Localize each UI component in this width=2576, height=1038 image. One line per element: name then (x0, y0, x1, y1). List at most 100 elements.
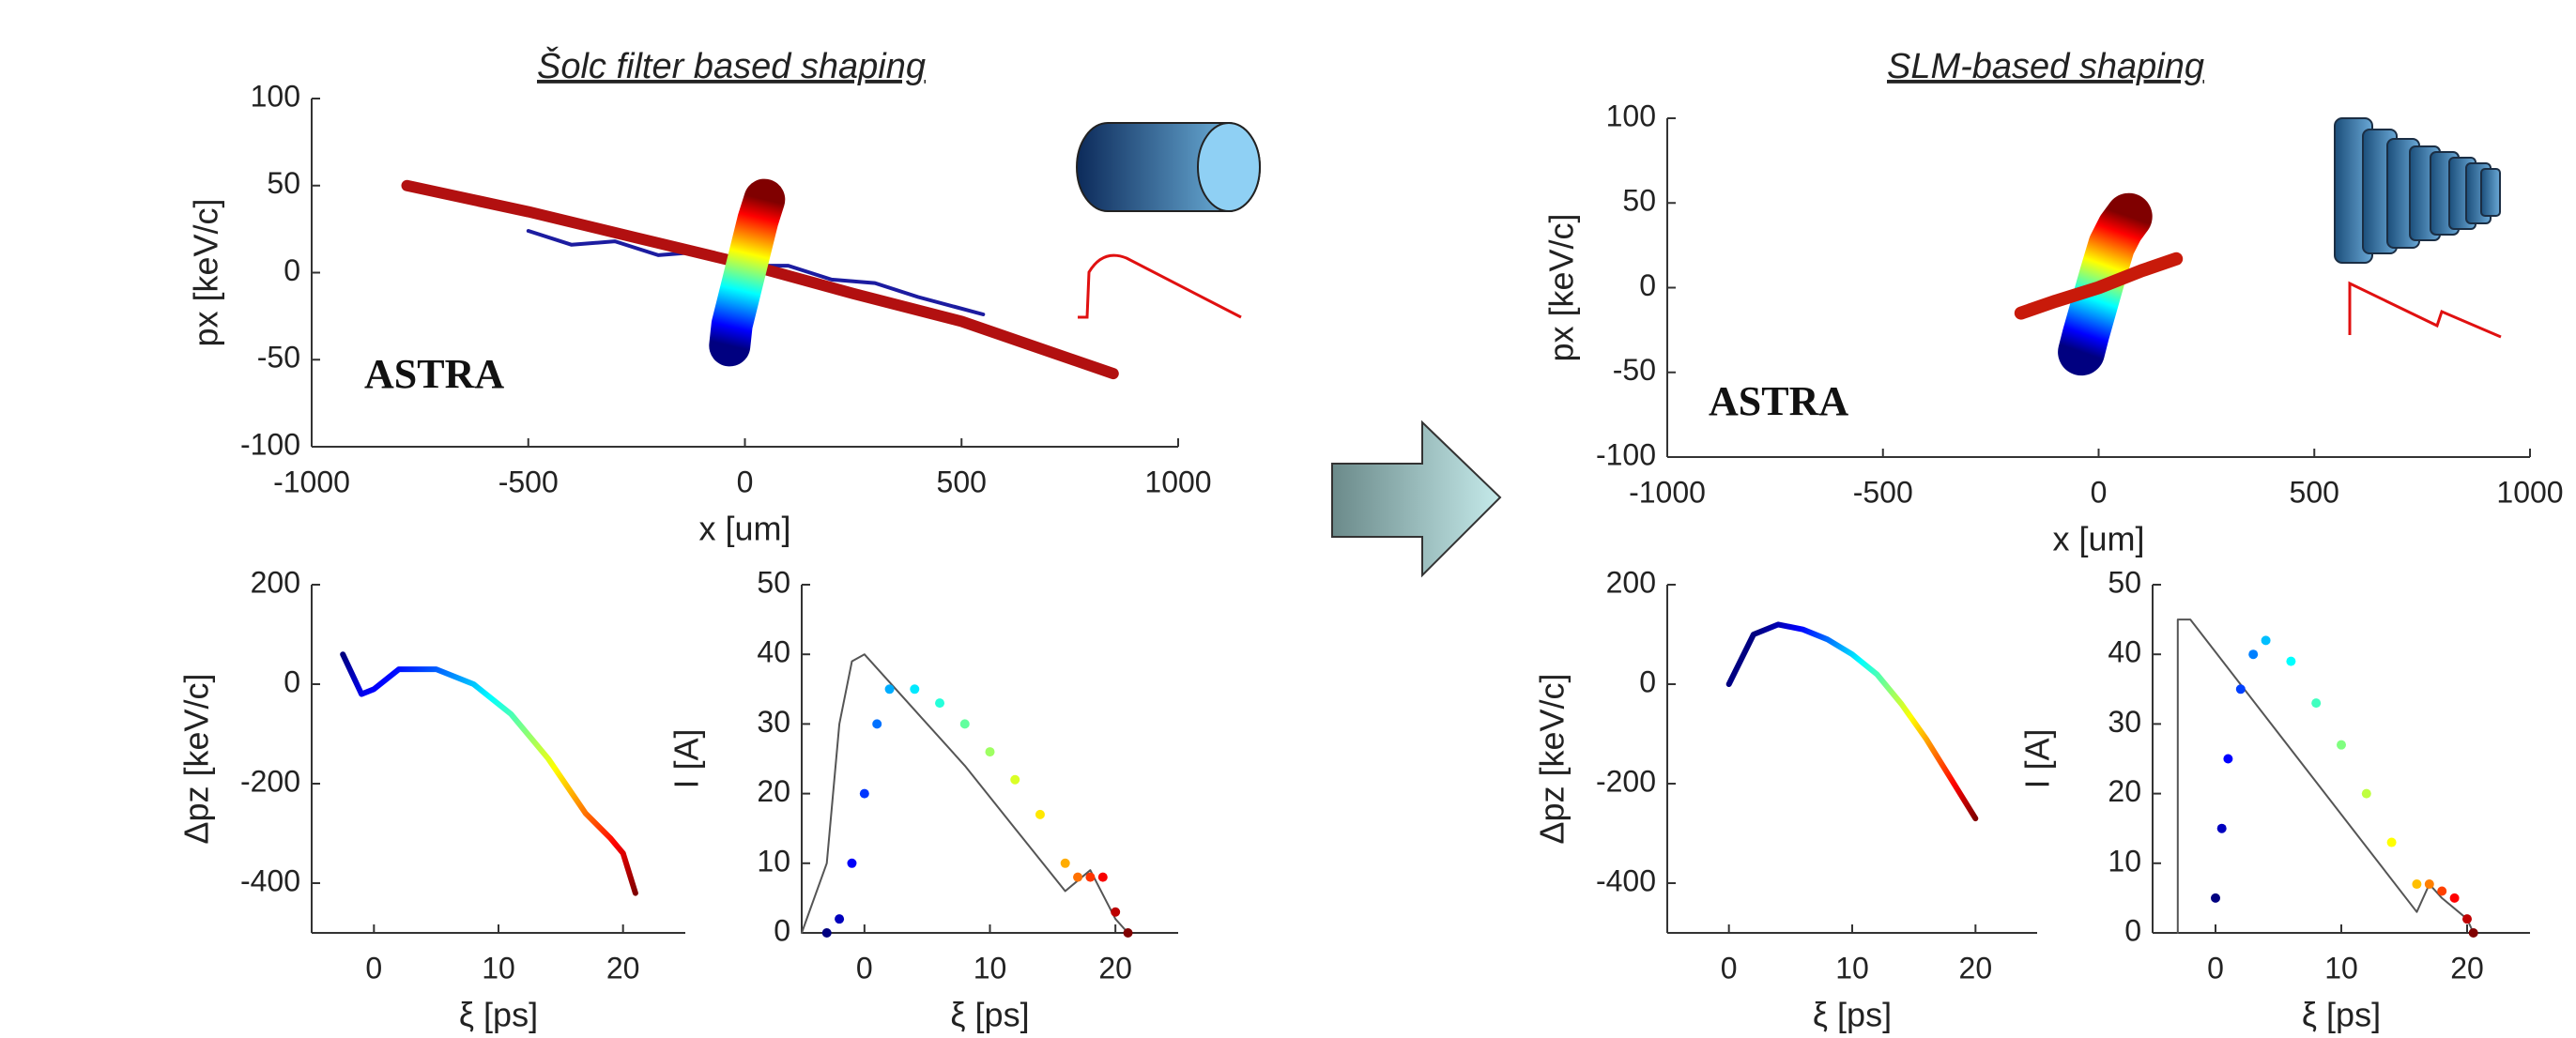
y-tick-label: -200 (1596, 764, 1656, 798)
x-tick-label: 0 (737, 465, 754, 498)
y-tick-label: 20 (757, 774, 790, 808)
x-tick-label: 0 (2091, 475, 2108, 509)
data-point (2386, 837, 2397, 847)
data-point (2361, 788, 2371, 799)
x-tick-label: 500 (2290, 475, 2339, 509)
x-tick-label: 500 (937, 465, 987, 498)
data-point (2248, 649, 2259, 660)
data-point (2437, 886, 2447, 896)
data-point (1060, 858, 1070, 868)
y-tick-label: 40 (757, 635, 790, 669)
y-tick-label: 0 (284, 253, 300, 287)
x-tick-label: 20 (606, 951, 640, 985)
y-axis-label: I [A] (2018, 728, 2057, 788)
x-tick-label: 20 (2450, 951, 2484, 985)
y-tick-label: 200 (251, 565, 300, 599)
data-point (884, 684, 895, 695)
section-title: Šolc filter based shaping (537, 45, 926, 86)
x-tick-label: -500 (1853, 475, 1913, 509)
y-tick-label: -400 (1596, 863, 1656, 897)
y-tick-label: 20 (2108, 774, 2141, 808)
data-point (2216, 823, 2227, 833)
x-tick-label: -1000 (1629, 475, 1706, 509)
pulse-icon (1078, 253, 1242, 319)
data-point (859, 788, 869, 799)
x-tick-label: 1000 (1144, 465, 1211, 498)
y-axis-label: Δpz [keV/c] (177, 673, 216, 844)
chart: 0 10 20 0 10 20 30 40 50 ξ [ps] I [A] (667, 565, 1178, 1034)
y-tick-label: 200 (1606, 565, 1656, 599)
data-point (2424, 879, 2434, 890)
data-point (2223, 754, 2233, 764)
y-tick-label: 50 (1622, 184, 1656, 218)
data-line (801, 653, 1129, 934)
data-point (2286, 656, 2296, 666)
y-tick-label: -400 (240, 863, 300, 897)
data-line (2014, 252, 2184, 320)
data-point (2337, 740, 2346, 750)
x-tick-label: -500 (498, 465, 559, 498)
data-point (1073, 872, 1083, 882)
data-line (709, 178, 786, 367)
y-tick-label: -50 (1613, 353, 1656, 387)
data-line (2176, 618, 2475, 934)
data-point (1010, 774, 1020, 785)
data-point (2462, 914, 2472, 924)
x-tick-label: 20 (1959, 951, 1993, 985)
y-tick-label: 0 (774, 913, 790, 947)
x-axis-label: ξ [ps] (2302, 996, 2381, 1034)
x-axis-label: x [um] (2052, 520, 2144, 558)
data-point (821, 928, 832, 938)
x-tick-label: 10 (1835, 951, 1869, 985)
y-tick-label: 40 (2108, 635, 2141, 669)
y-tick-label: -100 (240, 427, 300, 461)
plates-icon (2334, 117, 2501, 264)
data-point (910, 684, 920, 695)
x-tick-label: 0 (856, 951, 873, 985)
data-point (2449, 893, 2460, 903)
pulse-icon (2348, 281, 2502, 339)
annotation: ASTRA (1709, 378, 1848, 424)
x-tick-label: 10 (2324, 951, 2358, 985)
data-point (1123, 928, 1133, 938)
y-tick-label: 30 (2108, 705, 2141, 739)
y-tick-label: 0 (2124, 913, 2141, 947)
x-tick-label: 1000 (2496, 475, 2563, 509)
y-tick-label: 50 (2108, 565, 2141, 599)
data-point (2261, 635, 2271, 646)
data-point (2235, 684, 2246, 695)
data-point (2311, 698, 2322, 709)
x-tick-label: 0 (2207, 951, 2224, 985)
chart: 0 10 20 0 10 20 30 40 50 ξ [ps] I [A] (2018, 565, 2530, 1034)
x-axis-label: ξ [ps] (1813, 996, 1892, 1034)
data-point (935, 698, 945, 709)
data-line (2058, 192, 2153, 376)
data-point (2211, 893, 2220, 903)
x-tick-label: -1000 (273, 465, 350, 498)
data-point (1035, 809, 1045, 819)
section-title: SLM-based shaping (1887, 47, 2204, 86)
data-point (959, 719, 970, 729)
data-point (985, 747, 995, 757)
data-line (340, 651, 638, 896)
x-axis-label: x [um] (698, 510, 790, 548)
y-axis-label: Δpz [keV/c] (1533, 673, 1572, 844)
data-point (835, 914, 845, 924)
x-tick-label: 0 (1721, 951, 1738, 985)
y-tick-label: -100 (1596, 437, 1656, 471)
data-point (847, 858, 857, 868)
y-tick-label: 100 (251, 79, 300, 113)
arrow (1331, 420, 1502, 578)
data-point (1097, 872, 1108, 882)
chart: 0 10 20 -400 -200 0 200 ξ [ps] Δpz [keV/c] (1533, 565, 2037, 1034)
y-tick-label: 0 (1639, 268, 1656, 302)
x-tick-label: 10 (974, 951, 1007, 985)
y-tick-label: 0 (284, 664, 300, 698)
x-axis-label: ξ [ps] (950, 996, 1029, 1034)
x-tick-label: 0 (365, 951, 382, 985)
data-point (1111, 907, 1121, 917)
x-tick-label: 20 (1098, 951, 1132, 985)
